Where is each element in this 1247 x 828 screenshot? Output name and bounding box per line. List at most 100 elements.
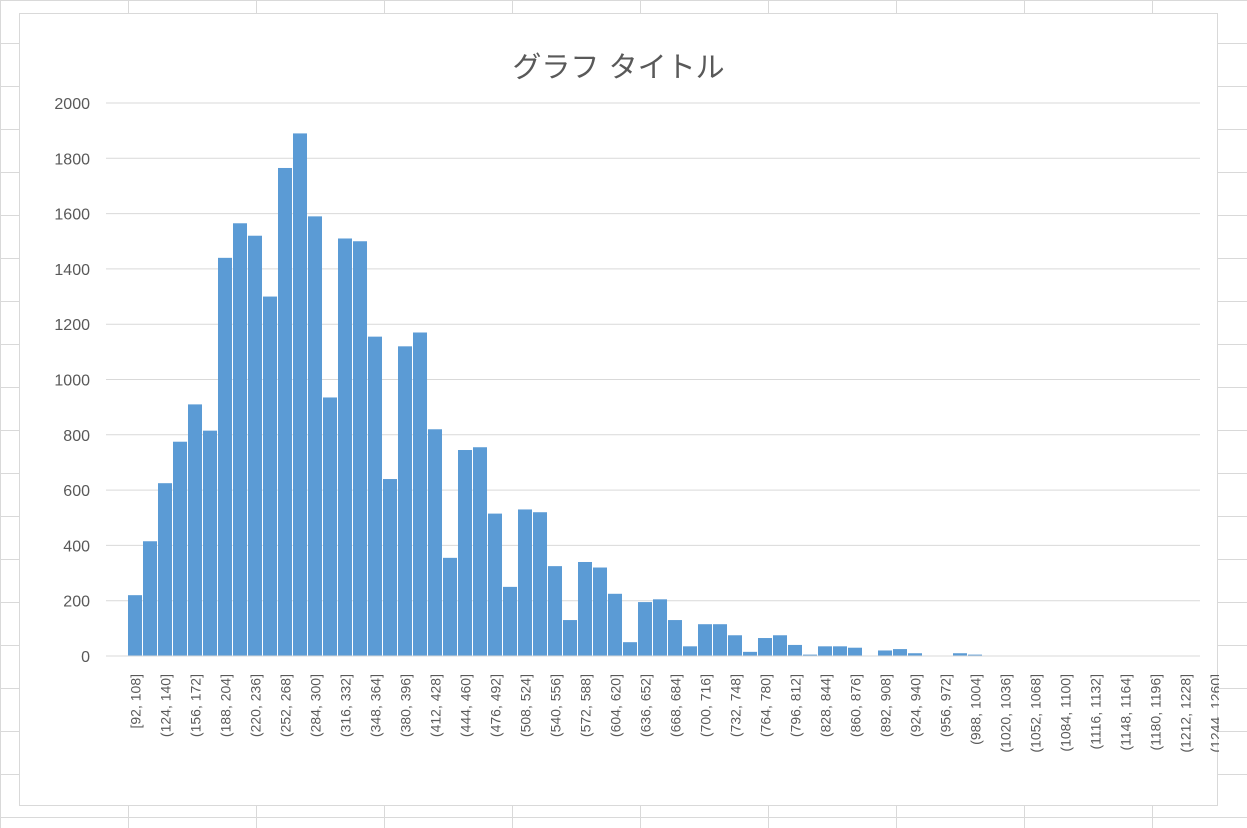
histogram-bar[interactable] [683, 646, 697, 656]
histogram-bar[interactable] [398, 346, 412, 656]
x-tick-label: (1148, 1164] [1118, 674, 1134, 751]
histogram-bar[interactable] [698, 624, 712, 656]
histogram-bar[interactable] [548, 566, 562, 656]
histogram-bar[interactable] [653, 599, 667, 656]
x-tick-label: (572, 588] [578, 674, 594, 737]
x-tick-label: (508, 524] [518, 674, 534, 737]
histogram-bar[interactable] [758, 638, 772, 656]
x-tick-label: (540, 556] [548, 674, 564, 737]
x-tick-label: (252, 268] [278, 674, 294, 737]
x-tick-label: [92, 108] [128, 674, 144, 729]
x-tick-label: (764, 780] [758, 674, 774, 737]
x-tick-label: (892, 908] [878, 674, 894, 737]
x-tick-label: (124, 140] [158, 674, 174, 737]
x-tick-label: (1084, 1100] [1058, 674, 1074, 752]
x-tick-label: (1052, 1068] [1028, 674, 1044, 753]
histogram-bar[interactable] [338, 238, 352, 657]
histogram-bar[interactable] [638, 602, 652, 656]
x-tick-label: (412, 428] [428, 674, 444, 737]
x-tick-label: (220, 236] [248, 674, 264, 737]
histogram-bar[interactable] [158, 483, 172, 656]
bars [128, 133, 982, 657]
histogram-bar[interactable] [533, 512, 547, 656]
histogram-bar[interactable] [908, 653, 922, 656]
y-tick-label: 1000 [54, 373, 90, 390]
x-tick-labels: [92, 108] (124, 140] (156, 172] (188, 204] (… [128, 674, 1220, 753]
chart-title: グラフ タイトル [512, 50, 725, 84]
x-tick-label: (156, 172] [188, 674, 204, 737]
histogram-bar[interactable] [968, 654, 982, 656]
histogram-bar[interactable] [563, 620, 577, 656]
x-tick-label: (1212, 1228] [1178, 674, 1194, 753]
histogram-bar[interactable] [143, 541, 157, 656]
histogram-plot: 0 200 400 600 800 1000 1200 1400 1600 1800 2000 [9… [54, 96, 1220, 753]
x-tick-label: (732, 748] [728, 674, 744, 737]
histogram-bar[interactable] [578, 561, 592, 656]
x-tick-label: (188, 204] [218, 674, 234, 737]
x-tick-label: (988, 1004] [968, 674, 984, 745]
y-tick-label: 800 [63, 428, 90, 445]
histogram-bar[interactable] [803, 654, 817, 656]
x-tick-label: (284, 300] [308, 674, 324, 737]
histogram-bar[interactable] [488, 513, 502, 656]
y-tick-label: 200 [63, 594, 90, 611]
chart-area[interactable]: グラフ タイトル 0 200 400 600 800 1000 1200 1400 1600 18… [19, 13, 1220, 806]
y-tick-labels: 0 200 400 600 800 1000 1200 1400 1600 1800 2000 [54, 96, 90, 666]
histogram-bar[interactable] [233, 223, 247, 656]
histogram-bar[interactable] [278, 167, 292, 657]
histogram-bar[interactable] [593, 567, 607, 656]
x-tick-label: (1116, 1132] [1088, 674, 1104, 750]
x-tick-label: (1180, 1196] [1148, 674, 1164, 751]
histogram-bar[interactable] [458, 450, 472, 656]
histogram-bar[interactable] [323, 397, 337, 656]
histogram-bar[interactable] [773, 635, 787, 656]
histogram-bar[interactable] [203, 430, 217, 656]
histogram-bar[interactable] [743, 651, 757, 656]
x-tick-label: (828, 844] [818, 674, 834, 737]
histogram-bar[interactable] [788, 644, 802, 656]
histogram-bar[interactable] [128, 595, 142, 656]
histogram-bar[interactable] [623, 642, 637, 656]
y-tick-label: 1200 [54, 317, 90, 334]
histogram-bar[interactable] [818, 646, 832, 656]
histogram-bar[interactable] [713, 624, 727, 656]
histogram-bar[interactable] [953, 653, 967, 656]
x-tick-label: (636, 652] [638, 674, 654, 737]
histogram-bar[interactable] [173, 441, 187, 656]
histogram-bar[interactable] [383, 479, 397, 656]
x-tick-label: (476, 492] [488, 674, 504, 737]
x-tick-label: (316, 332] [338, 674, 354, 737]
histogram-bar[interactable] [368, 336, 382, 656]
histogram-bar[interactable] [293, 133, 307, 656]
y-tick-label: 400 [63, 538, 90, 555]
y-tick-label: 1600 [54, 207, 90, 224]
histogram-bar[interactable] [878, 650, 892, 656]
histogram-bar[interactable] [833, 646, 847, 656]
histogram-bar[interactable] [413, 332, 427, 656]
x-tick-label: (924, 940] [908, 674, 924, 737]
histogram-bar[interactable] [518, 509, 532, 656]
histogram-bar[interactable] [188, 404, 202, 656]
histogram-bar[interactable] [893, 649, 907, 656]
histogram-bar[interactable] [218, 257, 232, 656]
x-tick-label: (796, 812] [788, 674, 804, 737]
histogram-bar[interactable] [308, 216, 322, 657]
histogram-bar[interactable] [503, 586, 517, 656]
histogram-bar[interactable] [428, 429, 442, 656]
x-tick-label: (380, 396] [398, 674, 414, 737]
histogram-bar[interactable] [263, 296, 277, 656]
histogram-bar[interactable] [728, 635, 742, 656]
histogram-bar[interactable] [608, 593, 622, 656]
x-tick-label: (668, 684] [668, 674, 684, 737]
x-tick-label: (1244, 1260] [1208, 674, 1220, 753]
histogram-bar[interactable] [443, 557, 457, 656]
x-tick-label: (604, 620] [608, 674, 624, 737]
y-tick-label: 600 [63, 483, 90, 500]
histogram-bar[interactable] [473, 447, 487, 656]
histogram-bar[interactable] [248, 235, 262, 656]
histogram-bar[interactable] [353, 241, 367, 656]
histogram-bar[interactable] [848, 647, 862, 656]
histogram-bar[interactable] [668, 620, 682, 656]
y-tick-label: 0 [81, 649, 90, 666]
y-tick-label: 1800 [54, 151, 90, 168]
